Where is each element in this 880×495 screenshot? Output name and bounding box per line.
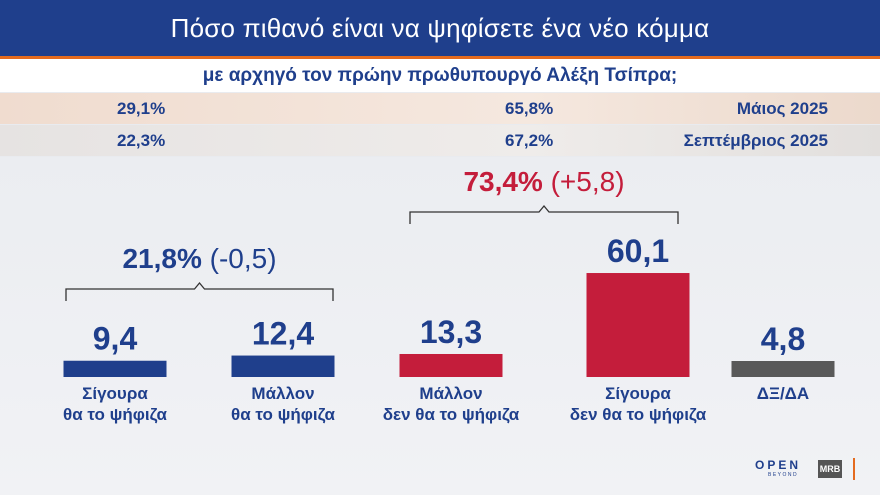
history-period: Μάιος 2025 xyxy=(736,98,828,118)
category-label: θα το ψήφιζα xyxy=(63,405,168,424)
bar xyxy=(63,360,167,377)
category-label: Μάλλον xyxy=(419,384,482,403)
open-logo: OPEN xyxy=(755,458,802,472)
history-row-september: 22,3% 67,2% Σεπτέμβριος 2025 xyxy=(0,125,880,156)
history-no-value: 67,2% xyxy=(505,130,554,150)
category-label: δεν θα το ψήφιζα xyxy=(570,405,707,424)
category-label: Σίγουρα xyxy=(82,384,148,403)
category-label: Μάλλον xyxy=(251,384,314,403)
bar-value-label: 4,8 xyxy=(761,321,805,357)
bar-value-label: 60,1 xyxy=(607,233,669,269)
bar xyxy=(399,353,503,377)
logo-divider xyxy=(853,458,855,480)
history-no-value: 65,8% xyxy=(505,98,554,118)
category-label: θα το ψήφιζα xyxy=(231,405,336,424)
bar xyxy=(231,355,335,377)
bar-value-label: 12,4 xyxy=(252,316,314,352)
category-label: ΔΞ/ΔΑ xyxy=(757,384,809,403)
group-total-label: 21,8% (-0,5) xyxy=(122,243,276,274)
title-bar: Πόσο πιθανό είναι να ψηφίσετε ένα νέο κό… xyxy=(0,0,880,56)
group-brace xyxy=(409,204,679,224)
category-label: Σίγουρα xyxy=(605,384,671,403)
group-brace xyxy=(65,281,334,301)
open-logo-tagline: BEYOND xyxy=(768,472,799,478)
bar-value-label: 13,3 xyxy=(420,314,482,350)
mrb-logo: MRB xyxy=(818,460,842,478)
chart-subtitle: με αρχηγό τον πρώην πρωθυπουργό Αλέξη Τσ… xyxy=(202,64,678,86)
chart-title: Πόσο πιθανό είναι να ψηφίσετε ένα νέο κό… xyxy=(170,12,710,43)
bar xyxy=(586,273,690,377)
bar-value-label: 9,4 xyxy=(93,321,138,357)
chart-background xyxy=(0,157,880,495)
bar xyxy=(731,361,835,377)
subtitle-bar: με αρχηγό τον πρώην πρωθυπουργό Αλέξη Τσ… xyxy=(0,59,880,92)
accent-line xyxy=(0,56,880,59)
history-yes-value: 29,1% xyxy=(117,98,166,118)
history-period: Σεπτέμβριος 2025 xyxy=(683,130,828,150)
group-total-label: 73,4% (+5,8) xyxy=(463,166,624,197)
history-yes-value: 22,3% xyxy=(117,130,166,150)
history-row-may: 29,1% 65,8% Μάιος 2025 xyxy=(0,93,880,124)
category-label: δεν θα το ψήφιζα xyxy=(383,405,520,424)
